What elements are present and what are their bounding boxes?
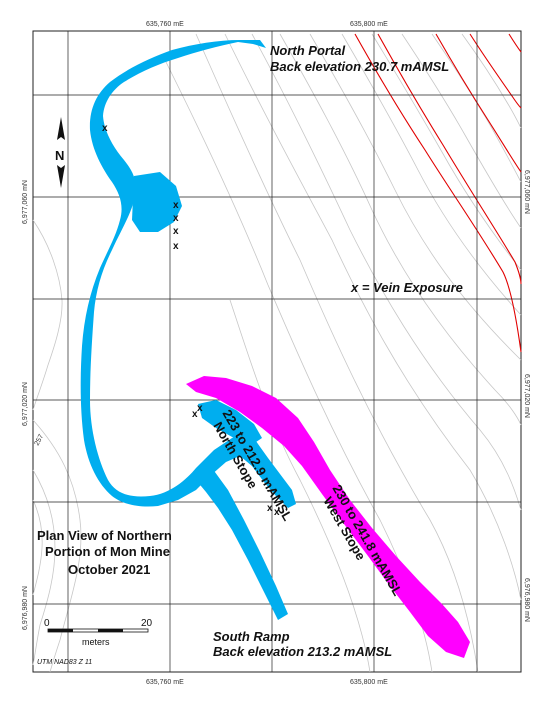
vein-marker: x xyxy=(192,409,198,420)
grid-lines xyxy=(33,31,521,672)
scale-start: 0 xyxy=(44,618,50,629)
west-stope-polygon xyxy=(186,376,470,658)
grid-label-bottom-1: 635,760 mE xyxy=(146,679,184,686)
vein-marker: x xyxy=(173,241,179,252)
north-arrow-icon xyxy=(57,117,65,140)
vein-markers: x x x x x x x x x xyxy=(102,123,280,518)
north-portal-elevation: Back elevation 230.7 mAMSL xyxy=(270,59,449,74)
map-title-line-2: Portion of Mon Mine xyxy=(45,544,170,559)
south-ramp-name: South Ramp xyxy=(213,629,290,644)
grid-label-right-1: 6,977,060 mN xyxy=(523,170,530,214)
road-lines xyxy=(354,33,522,353)
north-portal-name: North Portal xyxy=(270,43,346,58)
map-frame xyxy=(32,30,522,673)
vein-marker: x xyxy=(267,503,273,514)
south-ramp-elevation: Back elevation 213.2 mAMSL xyxy=(213,644,392,659)
north-arrow: N xyxy=(55,117,65,188)
map-title-line-1: Plan View of Northern xyxy=(37,528,172,543)
south-ramp-drift xyxy=(196,468,288,620)
grid-label-bottom-2: 635,800 mE xyxy=(350,679,388,686)
projection-note: UTM NAD83 Z 11 xyxy=(37,659,92,666)
grid-label-right-2: 6,977,020 mN xyxy=(523,374,530,418)
vein-marker: x xyxy=(274,507,280,518)
grid-label-top-2: 635,800 mE xyxy=(350,21,388,28)
vein-marker: x xyxy=(102,123,108,134)
vein-marker: x xyxy=(197,403,203,414)
crosscut xyxy=(132,172,182,232)
scale-end: 20 xyxy=(141,618,153,629)
grid-labels: 635,760 mE 635,800 mE 635,760 mE 635,800… xyxy=(22,21,530,686)
contour-lines xyxy=(32,33,522,673)
grid-label-left-2: 6,977,020 mN xyxy=(22,382,29,426)
scale-bar: 0 20 meters xyxy=(44,618,153,647)
grid-label-left-1: 6,977,060 mN xyxy=(22,180,29,224)
grid-label-right-3: 6,976,980 mN xyxy=(523,578,530,622)
map-title-line-3: October 2021 xyxy=(68,562,150,577)
vein-marker: x xyxy=(173,213,179,224)
mine-workings xyxy=(80,40,296,620)
scale-unit: meters xyxy=(82,637,110,647)
north-arrow-letter: N xyxy=(55,148,64,163)
grid-label-top-1: 635,760 mE xyxy=(146,21,184,28)
north-stope-area xyxy=(198,400,262,446)
vein-marker: x xyxy=(173,226,179,237)
vein-marker: x xyxy=(173,200,179,211)
contour-label: 257 xyxy=(34,433,46,447)
grid-label-left-3: 6,976,980 mN xyxy=(22,586,29,630)
vein-legend: x = Vein Exposure xyxy=(350,280,463,295)
